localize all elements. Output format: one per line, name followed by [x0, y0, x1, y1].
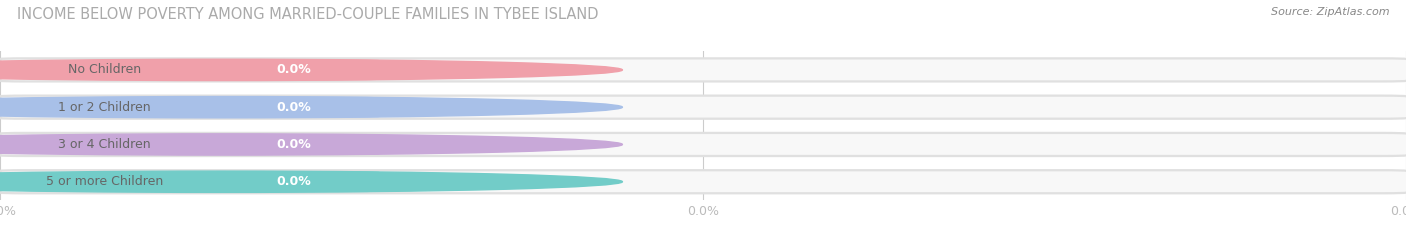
FancyBboxPatch shape — [1, 171, 1406, 192]
FancyBboxPatch shape — [1, 59, 1406, 80]
Circle shape — [0, 96, 623, 118]
Circle shape — [0, 59, 623, 81]
FancyBboxPatch shape — [0, 169, 1406, 194]
Text: 5 or more Children: 5 or more Children — [46, 175, 163, 188]
FancyBboxPatch shape — [0, 132, 1406, 157]
Circle shape — [0, 171, 623, 192]
Text: 0.0%: 0.0% — [277, 138, 312, 151]
Text: 0.0%: 0.0% — [277, 175, 312, 188]
Text: 1 or 2 Children: 1 or 2 Children — [58, 101, 150, 114]
FancyBboxPatch shape — [1, 97, 1406, 118]
FancyBboxPatch shape — [0, 95, 1406, 120]
FancyBboxPatch shape — [209, 59, 380, 80]
FancyBboxPatch shape — [0, 57, 1406, 82]
Text: 0.0%: 0.0% — [277, 63, 312, 76]
FancyBboxPatch shape — [209, 171, 380, 192]
FancyBboxPatch shape — [209, 97, 380, 118]
FancyBboxPatch shape — [209, 134, 380, 155]
Text: No Children: No Children — [67, 63, 141, 76]
Text: INCOME BELOW POVERTY AMONG MARRIED-COUPLE FAMILIES IN TYBEE ISLAND: INCOME BELOW POVERTY AMONG MARRIED-COUPL… — [17, 7, 599, 22]
Text: 0.0%: 0.0% — [277, 101, 312, 114]
Text: Source: ZipAtlas.com: Source: ZipAtlas.com — [1271, 7, 1389, 17]
Circle shape — [0, 134, 623, 155]
Text: 3 or 4 Children: 3 or 4 Children — [58, 138, 150, 151]
FancyBboxPatch shape — [1, 134, 1406, 155]
